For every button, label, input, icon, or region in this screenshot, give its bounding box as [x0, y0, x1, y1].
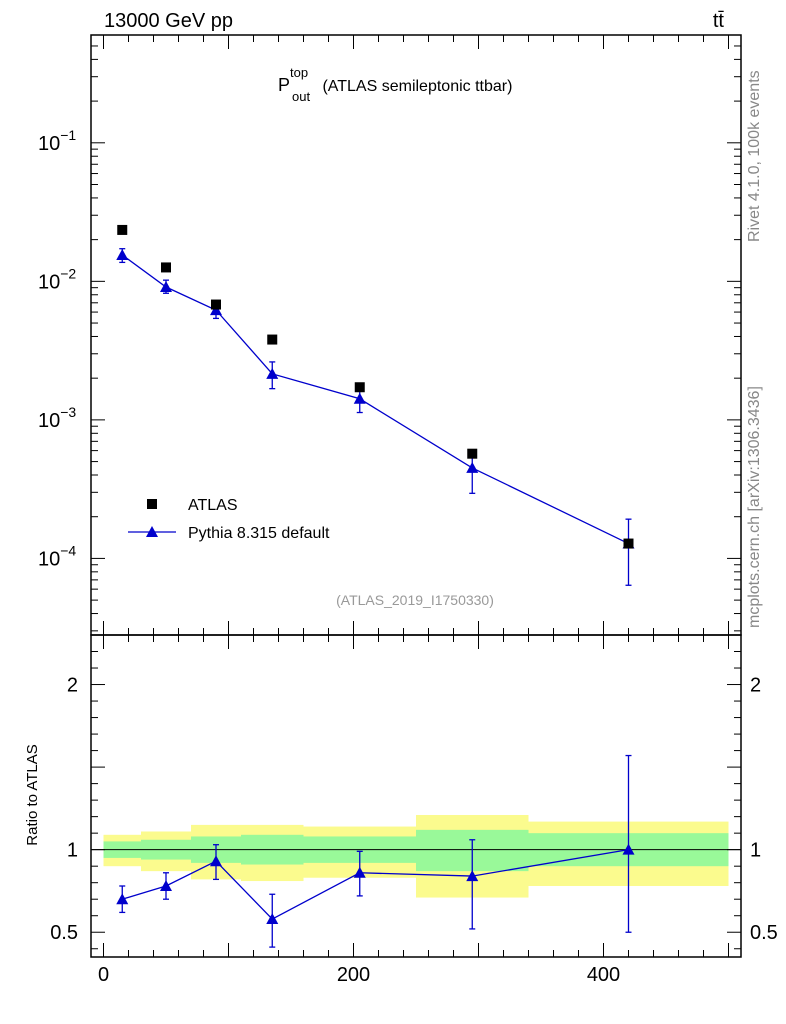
mc-main-point	[210, 304, 222, 316]
energy-label: 13000 GeV pp	[104, 10, 233, 32]
data-point	[117, 224, 128, 235]
mc-ratio-point	[466, 870, 479, 882]
rivet-version-label: Rivet 4.1.0, 100k events	[746, 70, 763, 242]
main-panel-frame	[90, 34, 742, 636]
main-y-tick-label-base: 10	[38, 271, 60, 293]
ratio-y-tick-label-left: 1	[67, 840, 78, 862]
ratio-y-tick-label-right: 1	[750, 840, 761, 862]
ratio-panel-frame	[90, 634, 742, 958]
legend-atlas-label: ATLAS	[188, 497, 238, 514]
data-point	[211, 299, 221, 310]
main-y-tick-label-base: 10	[38, 133, 60, 155]
ratio-ylabel: Ratio to ATLAS	[24, 744, 41, 845]
main-y-tick-label: 10−4	[38, 542, 76, 570]
data-point	[354, 382, 365, 393]
mcplots-citation-label: mcplots.cern.ch [arXiv:1306.3436]	[746, 386, 763, 628]
main-y-tick-label: 10−1	[38, 127, 76, 155]
ratio-x-tick-label: 200	[337, 964, 370, 986]
mc-main-point	[466, 461, 479, 473]
main-y-tick-label-base: 10	[38, 548, 60, 570]
data-point	[623, 538, 634, 549]
ratio-y-tick-label-left: 2	[67, 675, 78, 697]
main-y-tick-label-exp: −4	[60, 542, 76, 558]
plot-title-sup: top	[290, 65, 308, 80]
data-point	[161, 262, 171, 273]
panel-frames	[90, 34, 742, 958]
tick-labels: 10−110−210−310−40.5 0.51 12 20 200 400	[38, 127, 778, 986]
plot-title-rest: (ATLAS semileptonic ttbar)	[318, 78, 512, 95]
main-y-tick-label: 10−3	[38, 404, 76, 432]
mc-main-point	[160, 281, 172, 293]
legend-atlas-marker	[147, 499, 157, 509]
mc-ratio-point	[116, 893, 129, 905]
data-point	[267, 334, 278, 345]
ratio-uncertainty-bands	[103, 814, 729, 898]
plot-title-main: P	[278, 75, 290, 95]
main-y-tick-label-exp: −1	[60, 127, 76, 143]
mc-ratio-point	[210, 855, 222, 867]
data-series-main	[117, 224, 634, 549]
mc-main-point	[353, 392, 366, 404]
plot-title-sub: out	[292, 89, 310, 104]
legend-pythia-label: Pythia 8.315 default	[188, 525, 330, 542]
axis-ticks	[91, 35, 741, 957]
main-y-tick-label-exp: −2	[60, 265, 76, 281]
analysis-id-label: (ATLAS_2019_I1750330)	[336, 592, 494, 608]
main-y-tick-label-exp: −3	[60, 404, 76, 420]
ratio-x-tick-label: 400	[587, 964, 620, 986]
mc-ratio-point	[622, 843, 635, 855]
mc-series-ratio	[116, 754, 635, 948]
data-point	[467, 448, 478, 459]
mc-ratio-point	[160, 879, 172, 891]
ratio-x-tick-label: 0	[98, 964, 109, 986]
mc-ratio-point	[266, 913, 279, 925]
main-y-tick-label-base: 10	[38, 410, 60, 432]
mc-ratio-point	[353, 866, 366, 878]
ratio-y-tick-label-right: 2	[750, 675, 761, 697]
ratio-y-tick-label-left: 0.5	[50, 922, 78, 944]
process-label: tt̄	[713, 10, 725, 32]
main-y-tick-label: 10−2	[38, 265, 76, 293]
mc-main-point	[116, 248, 129, 260]
legend: ATLAS Pythia 8.315 default	[128, 497, 330, 542]
legend-pythia-marker	[146, 526, 158, 537]
ratio-y-tick-label-right: 0.5	[750, 922, 778, 944]
mc-main-point	[266, 367, 279, 379]
plot-title: Ptop out (ATLAS semileptonic ttbar)	[278, 65, 512, 104]
